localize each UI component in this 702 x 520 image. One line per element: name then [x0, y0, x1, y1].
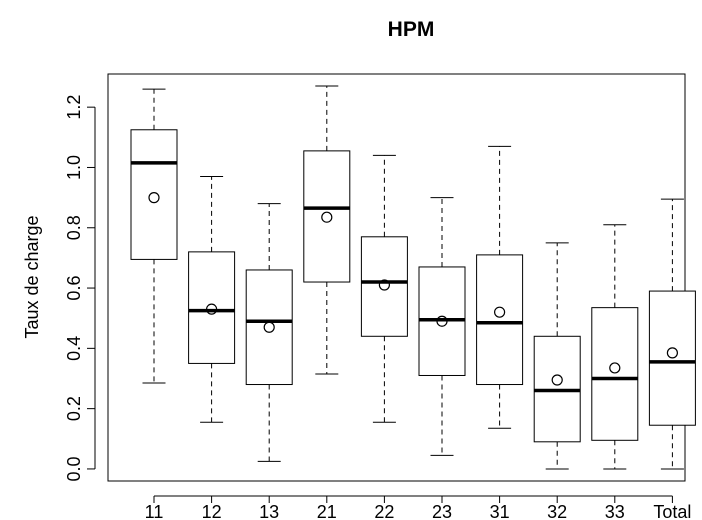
- iqr-box: [188, 251, 236, 364]
- box-21: [303, 85, 351, 375]
- y-tick-label: 1.2: [64, 95, 84, 120]
- x-tick-label: 31: [490, 502, 510, 520]
- x-tick-label: 33: [605, 502, 625, 520]
- iqr-box: [130, 129, 178, 260]
- y-tick-label: 0.8: [64, 215, 84, 240]
- boxes: [130, 85, 696, 470]
- x-tick-label: 11: [145, 502, 164, 520]
- y-tick-label: 0.4: [64, 336, 84, 361]
- box-31: [476, 145, 524, 429]
- box-32: [533, 242, 581, 470]
- box-23: [418, 197, 466, 456]
- iqr-box: [476, 254, 524, 386]
- iqr-box: [245, 269, 293, 386]
- plot-frame: [107, 73, 686, 482]
- mean-point: [551, 374, 563, 386]
- mean-point: [666, 347, 679, 359]
- box-33: [591, 224, 639, 470]
- mean-point: [206, 303, 218, 315]
- x-tick-label: 23: [432, 502, 452, 520]
- mean-point: [321, 211, 333, 223]
- mean-point: [378, 279, 390, 291]
- box-12: [188, 176, 236, 423]
- mean-point: [494, 306, 506, 318]
- x-axis: 11 12 13 21 22 23 31 32 33 Total: [145, 495, 691, 520]
- x-tick-label: 32: [547, 502, 567, 520]
- y-axis-label: Taux de charge: [22, 215, 42, 338]
- x-tick-label: 21: [317, 502, 337, 520]
- iqr-box: [591, 307, 639, 441]
- y-tick-label: 1.0: [64, 155, 84, 180]
- y-axis: 0.0 0.2 0.4 0.6 0.8 1.0 1.2: [64, 95, 96, 481]
- chart-title: HPM: [388, 18, 435, 41]
- y-tick-label: 0.0: [64, 456, 84, 481]
- y-tick-label: 0.6: [64, 276, 84, 301]
- x-tick-label: 13: [259, 502, 279, 520]
- mean-point: [148, 192, 160, 204]
- box-Total: [648, 198, 696, 470]
- x-tick-label: Total: [653, 502, 691, 520]
- iqr-box: [360, 236, 408, 337]
- box-11: [130, 88, 178, 384]
- box-13: [245, 203, 293, 462]
- box-22: [360, 154, 408, 423]
- mean-point: [609, 362, 621, 374]
- iqr-box: [303, 150, 351, 283]
- x-tick-label: 12: [202, 502, 222, 520]
- mean-point: [263, 321, 275, 333]
- y-tick-label: 0.2: [64, 396, 84, 421]
- x-tick-label: 22: [374, 502, 394, 520]
- mean-point: [436, 315, 448, 327]
